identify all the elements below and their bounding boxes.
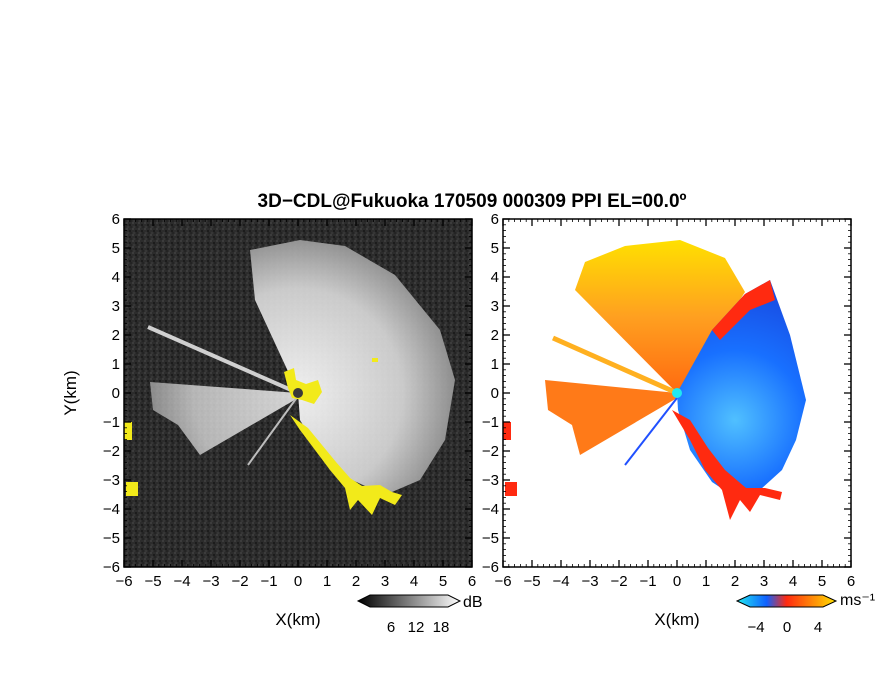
velocity-southwest-beam xyxy=(624,397,678,466)
reflectivity-y-tick-label: 5 xyxy=(112,240,120,257)
reflectivity-x-tick-label: −5 xyxy=(144,573,161,590)
velocity-colorbar-unit: ms⁻¹ xyxy=(840,592,875,609)
velocity-colorbar: ms⁻¹ −4 0 4 xyxy=(735,592,875,636)
reflectivity-xlabel: X(km) xyxy=(275,610,320,629)
velocity-y-tick-label: −5 xyxy=(482,530,499,547)
reflectivity-northwest-beam xyxy=(147,325,299,395)
reflectivity-x-tick-label: 3 xyxy=(381,573,389,590)
reflectivity-yellow-speck xyxy=(372,358,378,362)
reflectivity-y-tick-label: 1 xyxy=(112,356,120,373)
velocity-colorbar-body xyxy=(735,594,838,608)
reflectivity-y-tick-label: 6 xyxy=(112,211,120,228)
velocity-x-tick-label: 5 xyxy=(818,573,826,590)
reflectivity-colorbar: dB 6 12 18 xyxy=(356,594,483,636)
reflectivity-colorbar-tick-3: 18 xyxy=(433,619,450,636)
reflectivity-x-tick-label: 4 xyxy=(410,573,418,590)
velocity-axes: −6 −5 −4 −3 −2 −1 0 1 2 3 4 5 6 6 5 4 3 2 1 0 −1 −2 −3 −4 −5 −6 xyxy=(482,211,855,590)
velocity-xlabel: X(km) xyxy=(654,610,699,629)
velocity-y-tick-label: 4 xyxy=(491,269,499,286)
reflectivity-axes: −6 −5 −4 −3 −2 −1 0 1 2 3 4 5 6 6 5 4 3 2 1 0 −1 −2 −3 −4 −5 −6 xyxy=(103,211,476,590)
velocity-x-tick-label: 2 xyxy=(731,573,739,590)
velocity-x-tick-label: −6 xyxy=(494,573,511,590)
reflectivity-colorbar-tick-2: 12 xyxy=(408,619,425,636)
velocity-y-tick-label: 5 xyxy=(491,240,499,257)
reflectivity-x-tick-label: −3 xyxy=(202,573,219,590)
reflectivity-yellow-west-1 xyxy=(124,422,132,440)
reflectivity-x-tick-label: −4 xyxy=(173,573,190,590)
velocity-x-tick-label: −2 xyxy=(610,573,627,590)
velocity-x-tick-label: 0 xyxy=(673,573,681,590)
reflectivity-x-tick-label: 5 xyxy=(439,573,447,590)
velocity-y-tick-label: 1 xyxy=(491,356,499,373)
reflectivity-west-echo xyxy=(150,382,298,455)
figure-title: 3D−CDL@Fukuoka 170509 000309 PPI EL=00.0… xyxy=(258,191,687,212)
reflectivity-y-tick-label: −6 xyxy=(103,559,120,576)
reflectivity-x-tick-label: 1 xyxy=(323,573,331,590)
velocity-x-tick-label: 3 xyxy=(760,573,768,590)
velocity-red-boundary xyxy=(712,280,775,340)
velocity-northwest-beam xyxy=(551,335,679,396)
velocity-red-west-1 xyxy=(503,422,511,440)
velocity-radar-site xyxy=(672,388,682,398)
reflectivity-main-echo xyxy=(250,240,455,495)
velocity-west-sector xyxy=(545,380,677,455)
reflectivity-colorbar-unit: dB xyxy=(463,594,483,611)
reflectivity-colorbar-tick-1: 6 xyxy=(387,619,395,636)
velocity-y-tick-label: −1 xyxy=(482,414,499,431)
velocity-x-tick-label: 1 xyxy=(702,573,710,590)
reflectivity-y-tick-label: 0 xyxy=(112,385,120,402)
velocity-blue-sector xyxy=(677,280,806,498)
velocity-x-tick-label: −3 xyxy=(581,573,598,590)
reflectivity-southwest-beam xyxy=(247,395,299,466)
reflectivity-panel xyxy=(124,219,472,567)
velocity-red-south-edge xyxy=(672,410,782,520)
reflectivity-x-tick-label: 2 xyxy=(352,573,360,590)
reflectivity-x-tick-label: −6 xyxy=(115,573,132,590)
velocity-y-tick-label: −4 xyxy=(482,501,499,518)
velocity-panel xyxy=(503,219,851,567)
velocity-y-tick-label: −3 xyxy=(482,472,499,489)
reflectivity-y-tick-label: −1 xyxy=(103,414,120,431)
velocity-y-tick-label: 2 xyxy=(491,327,499,344)
velocity-red-west-2 xyxy=(505,482,517,496)
velocity-x-tick-label: −1 xyxy=(639,573,656,590)
reflectivity-y-tick-label: −3 xyxy=(103,472,120,489)
velocity-colorbar-tick-3: 4 xyxy=(814,619,822,636)
velocity-x-tick-label: 4 xyxy=(789,573,797,590)
velocity-y-tick-label: 6 xyxy=(491,211,499,228)
reflectivity-ylabel: Y(km) xyxy=(61,370,80,415)
velocity-x-tick-label: −4 xyxy=(552,573,569,590)
velocity-colorbar-tick-1: −4 xyxy=(747,619,764,636)
reflectivity-y-tick-label: −4 xyxy=(103,501,120,518)
reflectivity-y-tick-label: −2 xyxy=(103,443,120,460)
velocity-y-tick-label: −6 xyxy=(482,559,499,576)
velocity-x-tick-label: −5 xyxy=(523,573,540,590)
reflectivity-yellow-south-edge xyxy=(290,415,402,515)
velocity-colorbar-tick-2: 0 xyxy=(783,619,791,636)
reflectivity-y-tick-label: 2 xyxy=(112,327,120,344)
reflectivity-yellow-west-2 xyxy=(126,482,138,496)
reflectivity-x-tick-label: 6 xyxy=(468,573,476,590)
reflectivity-radar-site xyxy=(293,388,303,398)
reflectivity-x-tick-label: 0 xyxy=(294,573,302,590)
velocity-y-tick-label: −2 xyxy=(482,443,499,460)
velocity-y-tick-label: 0 xyxy=(491,385,499,402)
velocity-x-tick-label: 6 xyxy=(847,573,855,590)
reflectivity-colorbar-body xyxy=(356,594,462,608)
reflectivity-x-tick-label: −1 xyxy=(260,573,277,590)
velocity-y-tick-label: 3 xyxy=(491,298,499,315)
reflectivity-y-tick-label: −5 xyxy=(103,530,120,547)
reflectivity-y-tick-label: 4 xyxy=(112,269,120,286)
reflectivity-x-tick-label: −2 xyxy=(231,573,248,590)
reflectivity-y-tick-label: 3 xyxy=(112,298,120,315)
